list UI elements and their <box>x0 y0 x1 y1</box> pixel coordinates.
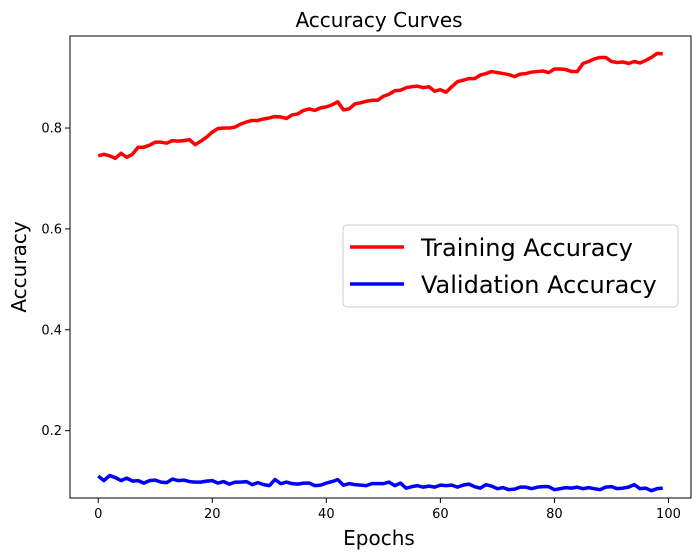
y-axis-label: Accuracy <box>7 221 31 312</box>
x-tick-label: 80 <box>546 507 563 522</box>
x-axis-label: Epochs <box>343 526 415 550</box>
legend-box <box>342 224 679 308</box>
legend-label-validation: Validation Accuracy <box>421 271 657 299</box>
y-tick-label: 0.8 <box>41 122 62 137</box>
legend: Training Accuracy Validation Accuracy <box>342 224 679 308</box>
x-tick-label: 60 <box>432 507 449 522</box>
legend-label-training: Training Accuracy <box>420 234 633 262</box>
plot-frame <box>69 35 692 499</box>
validation-accuracy-line <box>97 473 663 493</box>
y-tick-label: 0.4 <box>41 323 62 338</box>
x-axis: 0 20 40 60 80 100 <box>94 498 681 522</box>
y-tick-label: 0.6 <box>41 222 62 237</box>
y-tick-label: 0.2 <box>41 424 62 439</box>
chart-title: Accuracy Curves <box>295 8 462 32</box>
training-accuracy-line <box>97 51 663 161</box>
y-axis: 0.2 0.4 0.6 0.8 <box>41 122 70 439</box>
plot-area <box>97 51 663 493</box>
x-tick-label: 0 <box>94 507 102 522</box>
x-tick-label: 100 <box>656 507 681 522</box>
x-tick-label: 40 <box>318 507 335 522</box>
x-tick-label: 20 <box>204 507 221 522</box>
